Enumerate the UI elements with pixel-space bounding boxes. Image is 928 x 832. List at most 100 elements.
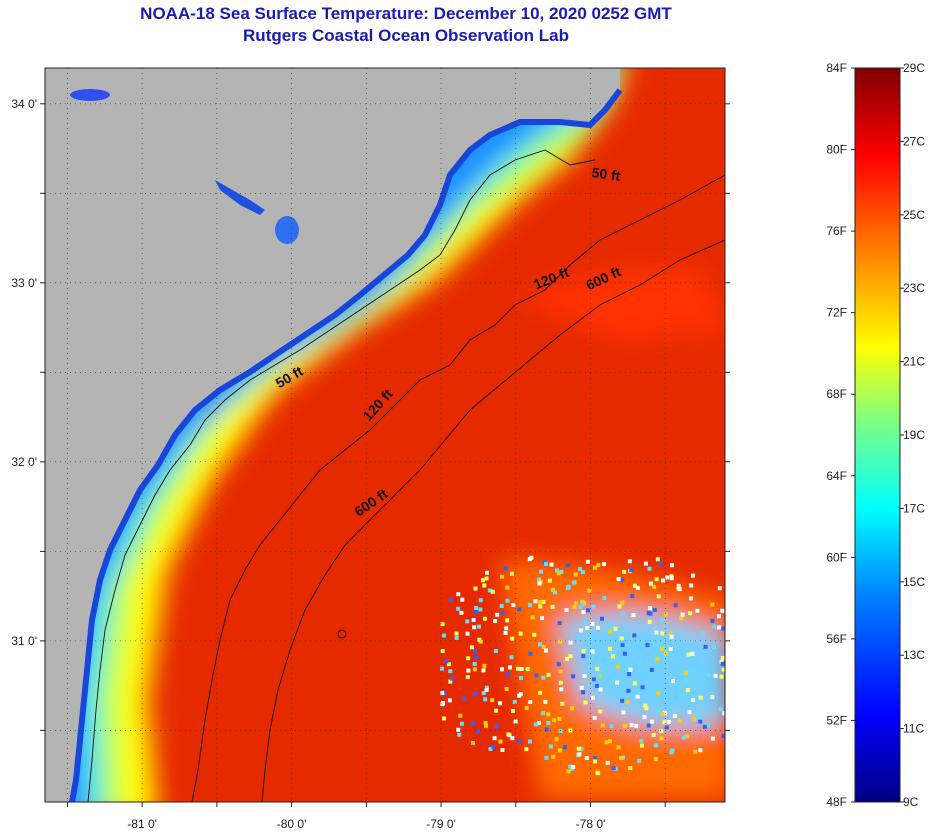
speckle: [583, 620, 588, 625]
speckle: [580, 602, 585, 607]
speckle: [687, 710, 692, 715]
colorbar-label-f: 72F: [826, 306, 847, 320]
colorbar-label-c: 25C: [903, 208, 925, 222]
speckle: [440, 691, 445, 695]
speckle: [537, 581, 542, 586]
speckle: [484, 688, 489, 692]
speckle: [710, 694, 715, 699]
speckle: [706, 723, 710, 728]
speckle: [544, 727, 549, 732]
lon-tick-label: -79 0': [426, 817, 456, 831]
speckle: [477, 637, 482, 642]
river-basin: [215, 180, 265, 215]
colorbar-label-f: 60F: [826, 550, 847, 564]
speckle: [640, 743, 644, 748]
speckle: [595, 770, 600, 775]
speckle: [713, 673, 718, 678]
speckle: [653, 743, 658, 748]
speckle: [611, 766, 616, 771]
speckle: [621, 710, 626, 715]
speckle: [564, 608, 569, 613]
speckle: [447, 698, 452, 703]
speckle: [581, 690, 586, 695]
speckle: [456, 606, 461, 611]
speckle: [495, 612, 500, 617]
speckle: [537, 642, 542, 647]
speckle: [528, 603, 532, 608]
colorbar-label-c: 29C: [903, 61, 925, 75]
speckle: [689, 596, 694, 601]
speckle: [620, 698, 625, 703]
speckle: [459, 721, 464, 726]
speckle: [541, 645, 546, 649]
speckle: [572, 580, 577, 585]
speckle: [483, 697, 488, 702]
speckle: [689, 583, 694, 588]
speckle: [602, 562, 606, 567]
speckle: [660, 711, 665, 716]
speckle: [622, 569, 627, 574]
speckle: [628, 766, 633, 771]
speckle: [555, 568, 559, 573]
speckle: [665, 575, 670, 580]
speckle: [695, 608, 700, 613]
speckle: [459, 610, 464, 615]
colorbar-label-c: 21C: [903, 355, 925, 369]
speckle: [655, 557, 660, 562]
speckle: [471, 618, 476, 622]
speckle: [659, 736, 664, 741]
speckle: [441, 701, 446, 706]
speckle: [686, 652, 691, 657]
speckle: [580, 599, 585, 604]
speckle: [655, 657, 660, 662]
speckle: [662, 720, 667, 725]
speckle: [544, 755, 549, 760]
speckle: [634, 723, 639, 728]
speckle: [668, 631, 673, 636]
speckle: [472, 662, 477, 666]
speckle: [626, 688, 631, 693]
speckle: [440, 622, 445, 627]
speckle: [605, 760, 610, 765]
speckle: [620, 643, 625, 648]
speckle: [556, 662, 561, 667]
speckle: [579, 746, 584, 751]
speckle: [481, 691, 486, 696]
speckle: [698, 748, 703, 753]
speckle: [506, 732, 511, 737]
speckle: [508, 665, 512, 670]
speckle: [477, 624, 481, 629]
speckle: [543, 562, 548, 566]
speckle: [619, 636, 624, 641]
speckle: [503, 566, 508, 571]
speckle: [512, 700, 517, 704]
colorbar-label-c: 17C: [903, 501, 925, 515]
speckle: [462, 696, 467, 701]
speckle: [538, 600, 543, 605]
speckle: [537, 721, 541, 726]
speckle: [491, 744, 496, 749]
contour-120ft: [191, 174, 725, 802]
speckle: [498, 701, 502, 706]
contour-50ft: [87, 149, 596, 802]
speckle: [484, 576, 489, 581]
speckle: [669, 563, 674, 568]
speckle: [595, 666, 600, 671]
speckle: [557, 621, 562, 626]
speckle: [581, 649, 586, 653]
lat-tick-label: 31 0': [11, 634, 37, 648]
speckle: [662, 710, 667, 715]
speckle: [494, 724, 499, 729]
speckle: [576, 636, 581, 640]
speckle: [717, 614, 722, 619]
speckle: [656, 594, 661, 599]
speckle: [470, 741, 475, 746]
speckle: [474, 655, 479, 660]
speckle: [471, 721, 476, 726]
land-mass: [45, 68, 620, 802]
speckle: [578, 567, 582, 572]
speckle: [710, 618, 715, 623]
speckle: [616, 664, 620, 669]
speckle: [556, 571, 561, 576]
speckle: [576, 746, 581, 751]
